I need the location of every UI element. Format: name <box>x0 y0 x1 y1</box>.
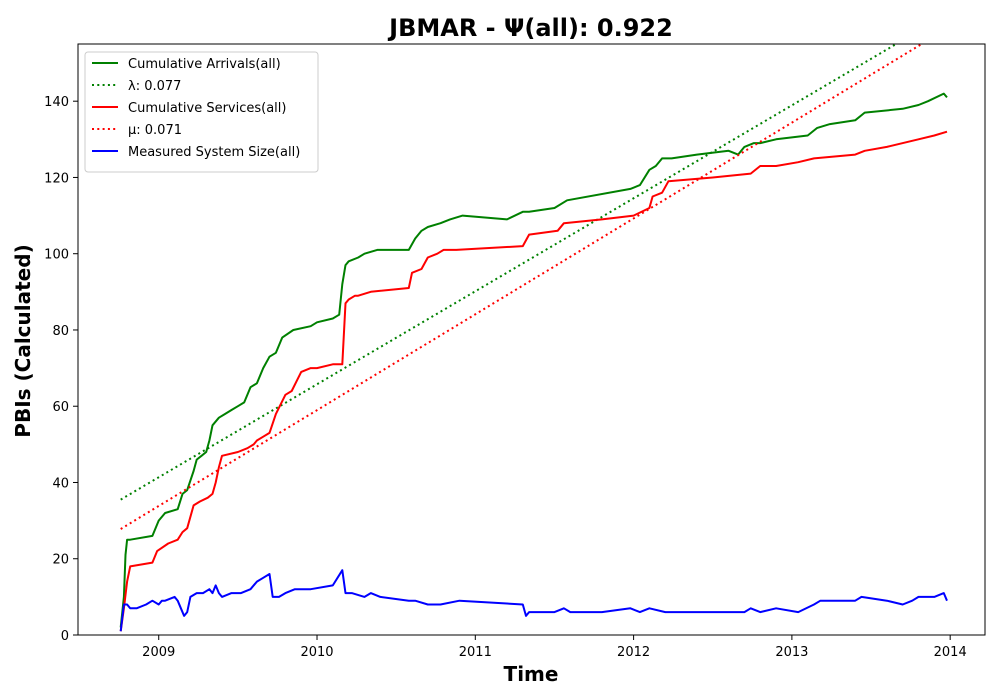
y-tick-label: 140 <box>44 95 69 110</box>
y-tick-label: 100 <box>44 248 69 263</box>
x-axis-label: Time <box>504 662 559 686</box>
series-line-3 <box>120 44 924 530</box>
x-tick-label: 2011 <box>459 645 492 660</box>
x-tick-label: 2010 <box>300 645 333 660</box>
chart-title: JBMAR - Ψ(all): 0.922 <box>387 14 673 42</box>
y-tick-label: 0 <box>61 629 69 644</box>
y-axis: 0 20 40 60 80 100 120 140 <box>44 95 78 644</box>
y-tick-label: 60 <box>52 400 69 415</box>
legend-label: λ: 0.077 <box>128 79 181 94</box>
series-line-0 <box>119 92 948 628</box>
y-axis-label: PBIs (Calculated) <box>11 244 35 437</box>
x-tick-label: 2012 <box>617 645 650 660</box>
legend-label: Cumulative Arrivals(all) <box>128 57 281 72</box>
series-line-2 <box>119 130 948 632</box>
x-tick-label: 2009 <box>142 645 175 660</box>
x-tick-label: 2014 <box>934 645 967 660</box>
y-tick-label: 120 <box>44 171 69 186</box>
legend: Cumulative Arrivals(all) λ: 0.077 Cumulati… <box>84 51 319 173</box>
legend-label: Cumulative Services(all) <box>128 101 286 116</box>
x-tick-label: 2013 <box>775 645 808 660</box>
y-tick-label: 40 <box>52 476 69 491</box>
legend-label: Measured System Size(all) <box>128 145 300 160</box>
y-tick-label: 20 <box>52 553 69 568</box>
plot-frame <box>77 43 986 636</box>
y-tick-label: 80 <box>52 324 69 339</box>
plot-area <box>119 44 948 632</box>
x-axis: 2009 2010 2011 2012 2013 2014 <box>142 635 967 660</box>
legend-box <box>84 51 319 173</box>
legend-label: μ: 0.071 <box>128 123 182 138</box>
series-line-4 <box>119 569 948 632</box>
